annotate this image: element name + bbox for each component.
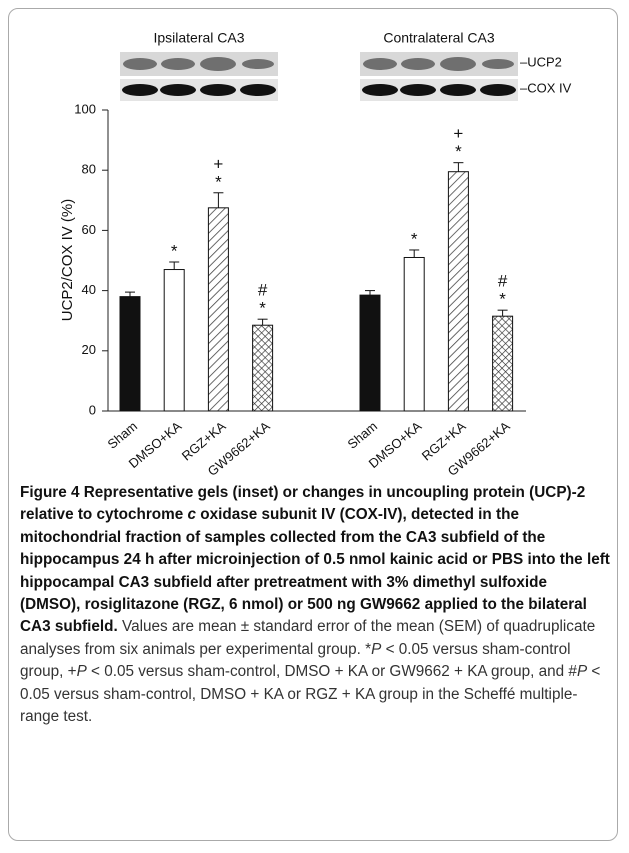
caption-title: Representative gels (inset) or changes i… (20, 484, 610, 635)
band-label: –COX IV (520, 80, 572, 95)
band-label: –UCP2 (520, 54, 562, 69)
x-tick-label: Sham (344, 418, 380, 451)
caption-text: < 0.05 versus sham-control, DMSO + KA or… (87, 663, 577, 680)
caption-text: P (371, 641, 381, 658)
significance-mark: + (213, 154, 223, 173)
bar (360, 295, 380, 411)
y-tick-label: 100 (74, 101, 96, 116)
caption-text: oxidase subunit IV (COX-IV), detected in… (20, 506, 610, 635)
chart: Ipsilateral CA3 Contralateral CA3 –UCP2 … (0, 0, 629, 480)
bar (120, 297, 140, 411)
significance-mark: * (215, 172, 222, 191)
significance-mark: * (259, 299, 266, 318)
y-tick-label: 60 (82, 222, 96, 237)
bar (493, 316, 513, 411)
y-tick-label: 80 (82, 162, 96, 177)
significance-mark: + (453, 124, 463, 143)
bar (208, 208, 228, 411)
significance-mark: * (171, 241, 178, 260)
y-tick-label: 0 (89, 402, 96, 417)
gel-inset (120, 52, 518, 101)
x-tick-label: Sham (104, 418, 140, 451)
caption-text: P (77, 663, 87, 680)
significance-mark: * (455, 142, 462, 161)
significance-mark: * (411, 229, 418, 248)
inset-label: Ipsilateral CA3 (153, 30, 244, 46)
bar (448, 172, 468, 411)
bar (253, 325, 273, 411)
caption: Figure 4 Representative gels (inset) or … (20, 482, 610, 728)
y-tick-label: 40 (82, 282, 96, 297)
inset-label: Contralateral CA3 (383, 30, 494, 46)
caption-text: P (577, 663, 587, 680)
significance-mark: # (498, 272, 508, 291)
bar (404, 257, 424, 411)
caption-label: Figure 4 (20, 484, 80, 501)
bar (164, 270, 184, 411)
page: {"chart_data": {"type": "bar", "y_label"… (0, 0, 629, 853)
y-axis-label: UCP2/COX IV (%) (59, 199, 76, 322)
significance-mark: * (499, 290, 506, 309)
caption-text: c (187, 506, 196, 523)
y-tick-label: 20 (82, 342, 96, 357)
significance-mark: # (258, 281, 268, 300)
